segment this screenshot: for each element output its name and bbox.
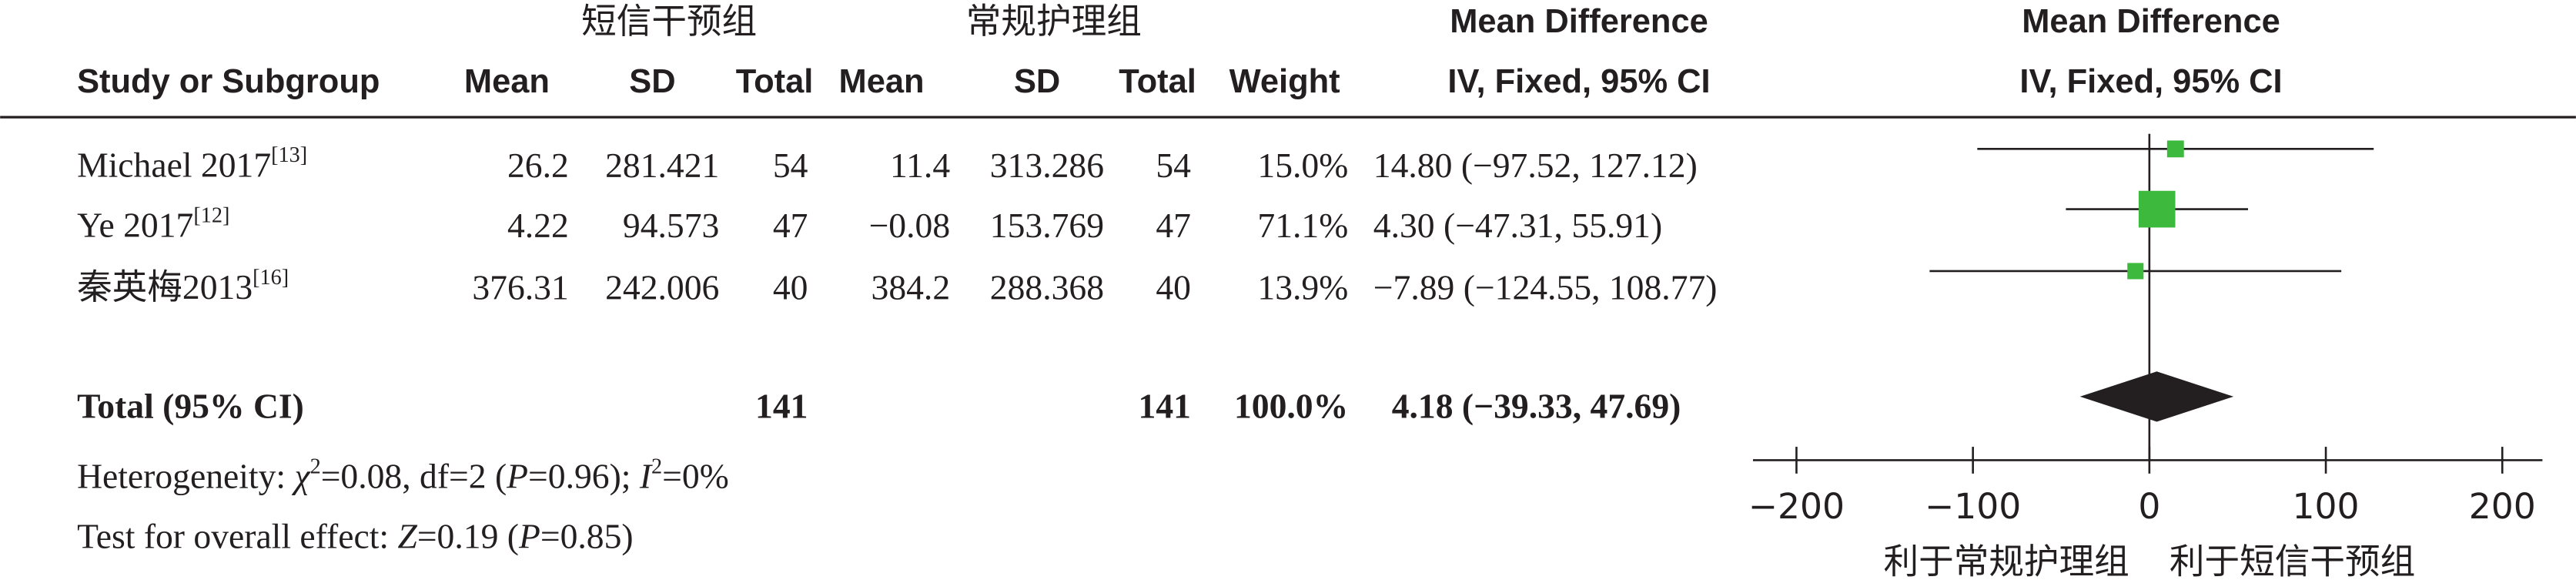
group-header: 常规护理组 [966,1,1142,42]
cell: 26.2 [507,146,569,185]
weight-box [2166,140,2184,158]
cell: 376.31 [472,267,568,307]
ci-text: 14.80 (−97.52, 127.12) [1373,146,1698,185]
x-tick-label: −200 [1748,486,1845,527]
cell: 153.769 [990,206,1104,245]
study-name: 秦英梅2013[16] [77,266,289,307]
reference: [13] [271,144,307,168]
x-label: 利于常规护理组 [1884,541,2129,580]
overall-effect: Test for overall effect: Z=0.19 (P=0.85) [77,517,634,556]
effect-header: Mean Difference [2022,3,2280,40]
column-header: Mean [839,63,925,100]
weight: 13.9% [1257,267,1348,307]
column-header: Total [736,63,814,100]
column-header: Weight [1229,63,1340,100]
diamond [2079,371,2234,422]
column-header: Mean [464,63,550,100]
cell: 384.2 [871,267,951,307]
total-label: Total (95% CI) [77,387,304,426]
ci-text: −7.89 (−124.55, 108.77) [1373,267,1718,307]
weight: 15.0% [1257,146,1348,185]
cell: 47 [1156,206,1191,245]
cell: 4.22 [507,206,569,245]
reference: [12] [193,204,229,228]
total-weight: 100.0% [1234,387,1348,426]
weight: 71.1% [1257,206,1348,245]
column-header: SD [1014,63,1060,100]
cell: 40 [773,267,808,307]
reference: [16] [253,266,289,290]
ci-text: 4.30 (−47.31, 55.91) [1373,206,1662,245]
total-ci: 4.18 (−39.33, 47.69) [1392,387,1681,426]
cell: 54 [1156,146,1191,185]
column-header: IV, Fixed, 95% CI [1447,63,1710,100]
cell: 47 [773,206,808,245]
cell: 281.421 [605,146,719,185]
x-tick-label: 200 [2469,486,2536,527]
column-header: SD [629,63,675,100]
cell: 94.573 [623,206,719,245]
column-header: Study or Subgroup [77,63,380,100]
cell: −0.08 [869,206,951,245]
weight-box [2138,190,2176,228]
study-name: Michael 2017[13] [77,144,307,185]
group-header: 短信干预组 [581,1,757,42]
column-header: Total [1119,63,1196,100]
study-label: Michael 2017 [77,146,271,185]
cell: 40 [1156,267,1191,307]
effect-header: Mean Difference [1450,3,1708,40]
total-n: 141 [1139,387,1191,426]
heterogeneity: Heterogeneity: χ2=0.08, df=2 (P=0.96); I… [77,455,729,496]
cell: 313.286 [990,146,1104,185]
x-tick-label: 100 [2293,486,2360,527]
column-header: IV, Fixed, 95% CI [2019,63,2282,100]
study-label: Ye 2017 [77,206,193,245]
x-tick-label: 0 [2138,486,2160,527]
weight-box [2127,263,2144,280]
cell: 242.006 [605,267,719,307]
x-label: 利于短信干预组 [2170,541,2415,580]
cell: 54 [773,146,808,185]
study-label: 秦英梅2013 [77,267,253,307]
cell: 288.368 [990,267,1104,307]
study-name: Ye 2017[12] [77,204,229,245]
x-tick-label: −100 [1925,486,2021,527]
total-n: 141 [755,387,808,426]
cell: 11.4 [890,146,950,185]
